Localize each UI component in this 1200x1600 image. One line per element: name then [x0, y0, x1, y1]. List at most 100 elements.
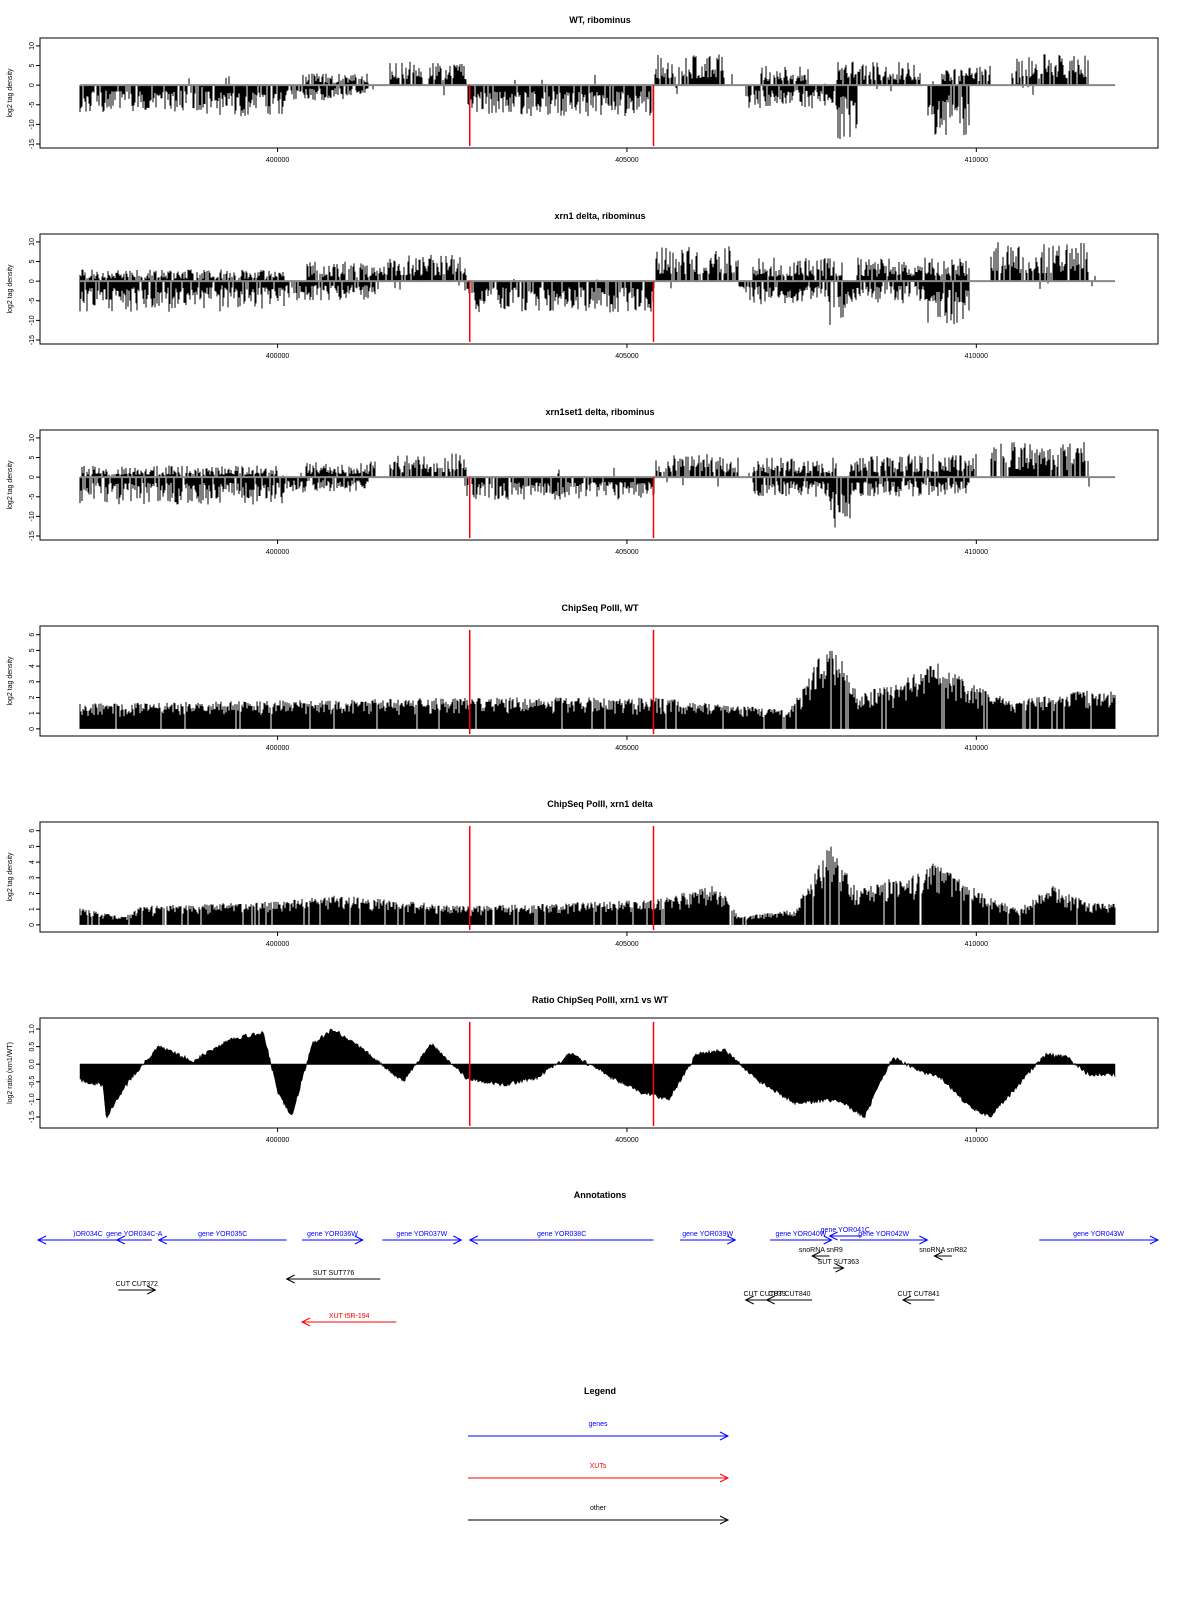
annotation-gene-yor041c: gene YOR041C [821, 1227, 870, 1241]
x-tick-label: 400000 [266, 745, 289, 752]
x-tick-label: 410000 [965, 549, 988, 556]
y-tick-label: 4 [29, 860, 36, 864]
annotation-arrowhead [1149, 1235, 1160, 1245]
annotation-arrowhead [285, 1274, 295, 1284]
x-tick-label: 410000 [965, 353, 988, 360]
legend-arrowhead [719, 1431, 730, 1441]
y-tick-label: 10 [29, 42, 36, 50]
chart-panel-4: ChipSeq PolII, WT 6 5 4 3 2 1 0 log2 tag density… [7, 603, 1159, 752]
annotation-label: CUT CUT840 [768, 1291, 810, 1298]
annotation-gene-yor034c-a: gene YOR034C-A [106, 1231, 163, 1245]
y-tick-label: 0 [29, 83, 36, 87]
y-axis-label: log2 tag density [7, 264, 14, 314]
y-tick-label: 0.5 [29, 1042, 36, 1052]
x-tick-label: 400000 [266, 941, 289, 948]
annotation-arrowhead [36, 1235, 47, 1245]
signal-bars [79, 442, 1090, 528]
chart-title: ChipSeq PolII, WT [562, 603, 639, 613]
annotation-arrowhead [835, 1263, 845, 1273]
plot-frame [39, 1017, 1159, 1129]
y-tick-label: 2 [29, 891, 36, 895]
y-axis-label: log2 tag density [7, 68, 14, 118]
y-tick-label: -10 [29, 315, 36, 325]
annotation-arrowhead [765, 1295, 775, 1305]
plot-frame [39, 233, 1159, 345]
y-axis-label: log2 tag density [7, 852, 14, 902]
legend-label: other [590, 1505, 607, 1512]
annotation-arrowhead [468, 1235, 478, 1245]
y-tick-label: 0 [29, 279, 36, 283]
annotation-label: SUT SUT363 [818, 1259, 860, 1266]
annotation-label: gene YOR039W [682, 1231, 733, 1238]
y-tick-label: 1 [29, 907, 36, 911]
plot-frame [39, 37, 1159, 149]
legend-arrowhead [719, 1515, 730, 1525]
plot-frame [39, 821, 1159, 933]
annotation-gene-yor037w: gene YOR037W [382, 1231, 463, 1245]
x-tick-label: 405000 [615, 941, 638, 948]
legend-title: Legend [584, 1386, 616, 1396]
annotation-label: gene YOR035C [198, 1231, 247, 1238]
chart-panel-3: xrn1set1 delta, ribominus 10 5 0 -5 -10 -15 log… [7, 407, 1159, 556]
annotation-snorna-snr82: snoRNA snR82 [919, 1247, 967, 1261]
legend-entry-other: other [468, 1505, 730, 1525]
chart-title: WT, ribominus [569, 15, 631, 25]
annotation-label: CUT CUT839 [743, 1291, 785, 1298]
y-tick-label: 4 [29, 664, 36, 668]
annotation-label: CUT CUT372 [116, 1281, 158, 1288]
y-axis-label: log2 tag density [7, 460, 14, 510]
x-tick-label: 405000 [615, 745, 638, 752]
annotation-arrowhead [147, 1285, 157, 1295]
y-tick-label: -5 [29, 102, 36, 108]
y-tick-label: -1.0 [29, 1093, 36, 1105]
y-tick-label: 3 [29, 876, 36, 880]
y-tick-label: -10 [29, 511, 36, 521]
x-tick-label: 400000 [266, 1137, 289, 1144]
x-tick-label: 400000 [266, 157, 289, 164]
y-tick-label: 0 [29, 727, 36, 731]
y-tick-label: 5 [29, 63, 36, 67]
y-tick-label: -15 [29, 139, 36, 149]
annotation-gene-yor035c: gene YOR035C [157, 1231, 287, 1245]
y-tick-label: 6 [29, 633, 36, 637]
x-tick-label: 410000 [965, 941, 988, 948]
signal-bars [79, 650, 1116, 729]
x-tick-label: 405000 [615, 549, 638, 556]
annotation-gene-yor038c: gene YOR038C [468, 1231, 654, 1245]
legend-label: XUTs [590, 1463, 607, 1470]
x-tick-label: 405000 [615, 1137, 638, 1144]
annotation-arrowhead [157, 1235, 168, 1245]
annotation-label: gene YOR034C-A [106, 1231, 163, 1238]
x-tick-label: 400000 [266, 549, 289, 556]
y-tick-label: 0 [29, 475, 36, 479]
annotation-arrowhead [823, 1235, 833, 1245]
annotation-arrowhead [901, 1295, 912, 1305]
chart-title: ChipSeq PolII, xrn1 delta [547, 799, 654, 809]
annotation-cut-cut372: CUT CUT372 [116, 1281, 158, 1295]
y-tick-label: 5 [29, 259, 36, 263]
annotation-label: )OR034C [73, 1231, 103, 1238]
annotation-label: snoRNA snR9 [799, 1247, 843, 1254]
chart-title: xrn1 delta, ribominus [554, 211, 645, 221]
y-axis-label: log2 ratio (xrn1/WT) [7, 1042, 14, 1104]
annotation-arrowhead [453, 1235, 463, 1245]
y-tick-label: 3 [29, 680, 36, 684]
y-tick-label: 5 [29, 648, 36, 652]
annotation-arrowhead [919, 1235, 929, 1245]
annotation-label: gene YOR041C [821, 1227, 870, 1234]
y-tick-label: -5 [29, 494, 36, 500]
y-tick-label: 1 [29, 711, 36, 715]
annotation-label: gene YOR038C [537, 1231, 586, 1238]
y-tick-label: 0 [29, 923, 36, 927]
y-tick-label: 10 [29, 434, 36, 442]
chart-panel-5: ChipSeq PolII, xrn1 delta 6 5 4 3 2 1 0 log2 tag… [7, 799, 1159, 948]
annotation-label: gene YOR043W [1073, 1231, 1124, 1238]
annotation-gene-yor039w: gene YOR039W [680, 1231, 737, 1245]
y-tick-label: 5 [29, 844, 36, 848]
annotation-arrowhead [727, 1235, 737, 1245]
annotation-gene-yor040w: gene YOR040W [770, 1231, 833, 1245]
annotation-cut-cut841: CUT CUT841 [898, 1291, 940, 1305]
annotation-label: XUT t5R-194 [329, 1313, 370, 1320]
signal-bars [79, 54, 1089, 139]
